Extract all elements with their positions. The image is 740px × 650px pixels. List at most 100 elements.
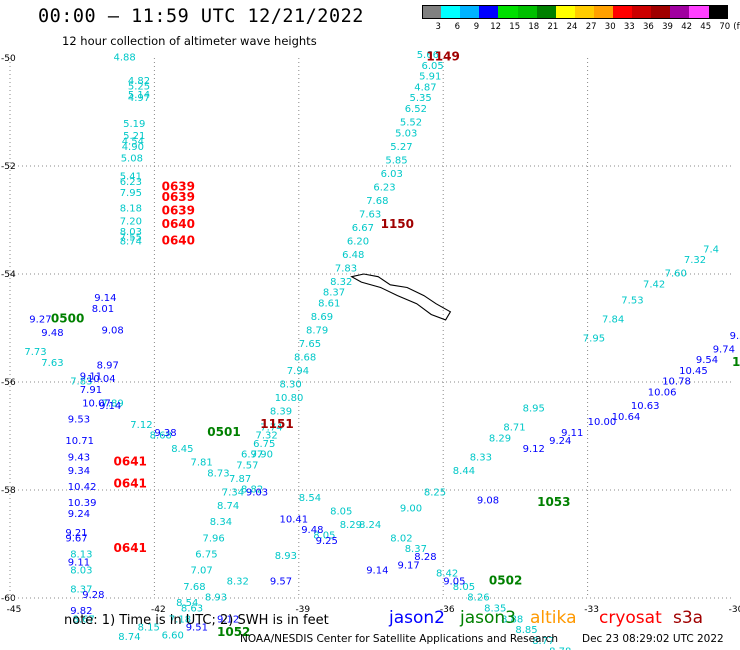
- swh-label: 7.87: [229, 474, 251, 485]
- swh-label: 10.06: [648, 388, 677, 399]
- time-label: 0502: [489, 574, 522, 588]
- time-label: 1054: [732, 355, 740, 369]
- swh-label: 9.21: [65, 528, 87, 539]
- scale-label: 6: [454, 22, 461, 32]
- swh-label: 9.67: [65, 533, 87, 544]
- scale-swatch: [708, 5, 729, 19]
- scale-swatch: [593, 5, 614, 19]
- swh-label: 8.63: [181, 604, 203, 615]
- swh-label: 5.91: [419, 72, 441, 83]
- swh-label: 9.38: [154, 428, 176, 439]
- time-label: 0639: [162, 204, 195, 218]
- x-tick-label: -42: [151, 605, 166, 615]
- swh-label: 8.03: [70, 566, 92, 577]
- swh-label: 8.25: [424, 487, 446, 498]
- swh-label: 8.37: [323, 288, 345, 299]
- swh-label: 10.64: [612, 412, 641, 423]
- swh-label: 6.97: [241, 450, 263, 461]
- swh-label: 6.60: [162, 631, 184, 642]
- swh-label: 8.33: [470, 452, 492, 463]
- swh-label: 9.08: [102, 325, 124, 336]
- time-label: 0639: [162, 179, 195, 193]
- swh-label: 8.05: [330, 506, 352, 517]
- swh-label: 5.27: [390, 142, 412, 153]
- swh-label: 7.55: [120, 233, 142, 244]
- swh-label: 8.26: [467, 593, 489, 604]
- swh-label: 7.32: [684, 255, 706, 266]
- swh-label: 9.11: [80, 371, 102, 382]
- swh-label: 8.37: [70, 585, 92, 596]
- swh-label: 4.82: [128, 76, 150, 87]
- legend-s3a: s3a: [673, 608, 704, 628]
- swh-label: 8.67: [73, 614, 95, 625]
- y-tick-label: -58: [1, 486, 16, 496]
- swh-label: 10.78: [662, 377, 691, 388]
- swh-label: 10.71: [65, 436, 94, 447]
- swh-label: 9.03: [246, 487, 268, 498]
- x-tick-label: -39: [295, 605, 310, 615]
- time-label: 0639: [162, 190, 195, 204]
- swh-label: 8.15: [138, 622, 160, 633]
- scale-label: 42: [681, 22, 693, 32]
- scale-label: 24: [566, 22, 578, 32]
- swh-label: 5.21: [123, 131, 145, 142]
- swh-label: 4.97: [128, 93, 150, 104]
- swh-label: 7.32: [256, 431, 278, 442]
- swh-label: 9.53: [68, 415, 90, 426]
- swh-label: 6.52: [405, 104, 427, 115]
- swh-label: 7.4: [703, 244, 719, 255]
- footer-timestamp: Dec 23 08:29:02 UTC 2022: [582, 633, 724, 645]
- time-label: 1052: [217, 625, 250, 639]
- swh-label: 8.42: [436, 568, 458, 579]
- swh-label: 8.54: [299, 493, 321, 504]
- scale-swatch: [536, 5, 557, 19]
- swh-label: 8.68: [150, 431, 172, 442]
- scale-swatch: [460, 5, 480, 19]
- swh-label: 8.32: [227, 577, 249, 588]
- swh-label: 9.17: [398, 560, 420, 571]
- swh-label: 5.85: [385, 155, 407, 166]
- swh-label: 10.07: [82, 398, 111, 409]
- swh-label: 8.54: [176, 598, 198, 609]
- swh-label: 8.05: [313, 531, 335, 542]
- swh-label: 9.51: [186, 622, 208, 633]
- swh-label: 4.87: [414, 82, 436, 93]
- swh-label: 8.93: [205, 593, 227, 604]
- swh-label: 8.39: [270, 406, 292, 417]
- swh-label: 7.90: [251, 450, 273, 461]
- swh-label: 7.20: [120, 216, 142, 227]
- swh-label: 7.60: [665, 269, 687, 280]
- swh-label: 9.14: [94, 293, 116, 304]
- swh-label: 8.61: [318, 298, 340, 309]
- swh-label: 6.05: [422, 61, 444, 72]
- swh-label: 7.57: [236, 460, 258, 471]
- swh-label: 8.37: [405, 544, 427, 555]
- swh-label: 5.41: [120, 172, 142, 183]
- swh-label: 7.94: [287, 366, 309, 377]
- scale-outline: [422, 5, 728, 19]
- swh-label: 5.14: [128, 90, 150, 101]
- swh-label: 6.23: [373, 182, 395, 193]
- swh-label: 10.41: [280, 514, 309, 525]
- note-text: note: 1) Time is in UTC; 2) SWH is in fe…: [64, 613, 329, 628]
- swh-label: 5.52: [400, 118, 422, 129]
- swh-label: 9.48: [41, 328, 63, 339]
- time-label: 0640: [162, 233, 195, 247]
- swh-label: 9.14: [99, 401, 121, 412]
- swh-label: 8.05: [453, 582, 475, 593]
- swh-label: 7.53: [621, 296, 643, 307]
- swh-label: 5.19: [123, 119, 145, 130]
- swh-label: 8.68: [294, 352, 316, 363]
- time-label: 0641: [114, 541, 147, 555]
- swh-label: 8.18: [120, 203, 142, 214]
- scale-label: 15: [509, 22, 521, 32]
- scale-label: 9: [473, 22, 480, 32]
- swh-label: 5.25: [128, 81, 150, 92]
- scale-swatch: [651, 5, 671, 19]
- swh-label: 10.42: [68, 482, 97, 493]
- swh-label: 9.43: [68, 452, 90, 463]
- scale-label: (ft): [733, 22, 740, 32]
- swh-label: 8.79: [306, 325, 328, 336]
- time-label: 0641: [114, 476, 147, 490]
